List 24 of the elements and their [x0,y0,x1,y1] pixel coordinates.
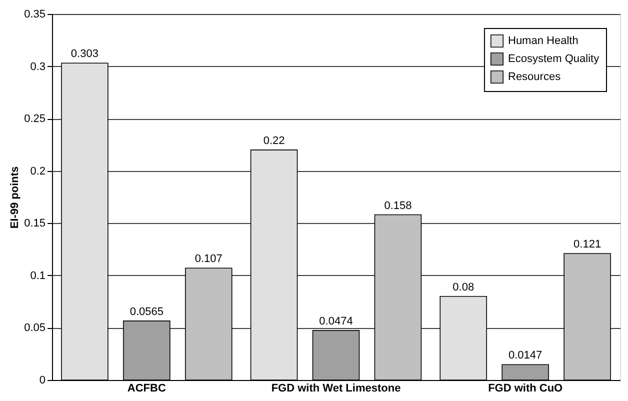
x-tick-label: FGD with CuO [488,382,564,394]
data-label: 0.107 [194,253,222,266]
legend-label: Resources [508,71,562,83]
y-tick-label: 0.15 [24,218,46,230]
y-tick-label: 0.25 [24,113,46,126]
y-tick-label: 0.3 [30,60,46,73]
data-label: 0.121 [574,238,602,250]
data-label: 0.303 [70,48,98,60]
y-axis-title: EI-99 points [9,166,22,229]
y-tick-label: 0.2 [30,165,46,178]
data-label: 0.0147 [508,350,542,362]
legend-label: Human Health [508,35,578,47]
legend-label: Ecosystem Quality [508,53,600,65]
data-label: 0.08 [452,281,474,294]
y-tick-label: 0.1 [30,270,46,282]
x-tick-label: FGD with Wet Limestone [271,382,401,394]
data-label: 0.0565 [130,306,164,318]
y-tick-label: 0.35 [24,8,46,20]
data-label: 0.0474 [319,315,353,328]
y-tick-label: 0 [39,374,46,386]
x-tick-label: ACFBC [127,382,166,394]
y-tick-label: 0.05 [24,322,46,334]
data-label: 0.22 [263,134,285,147]
data-label: 0.158 [384,200,412,212]
